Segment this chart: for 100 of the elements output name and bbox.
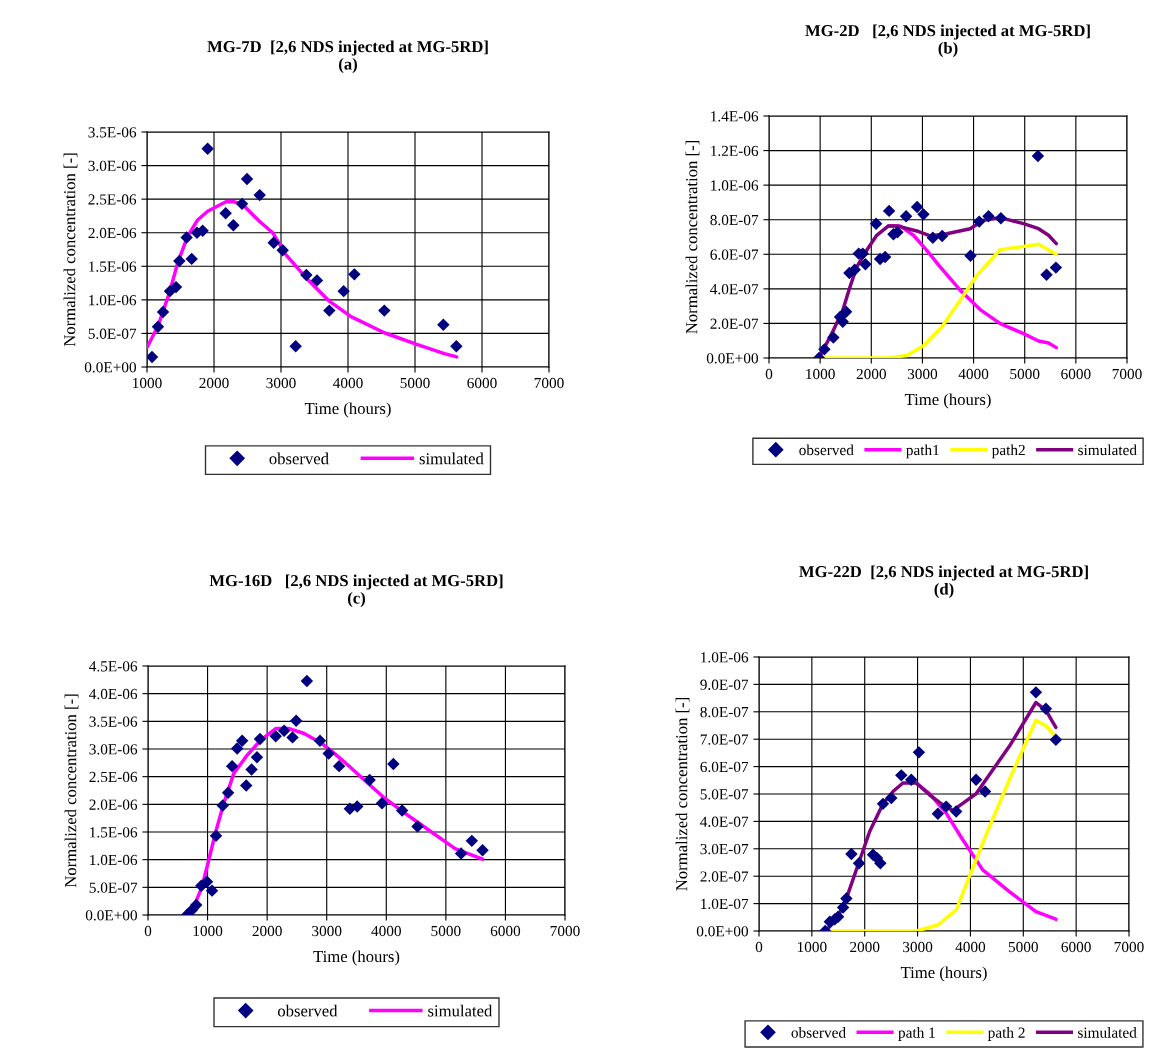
x-tick-label: 2000 [252, 925, 282, 937]
point [378, 304, 391, 317]
chart-title: MG-22D [2,6 NDS injected at MG-5RD] [799, 565, 1088, 581]
point [982, 210, 995, 223]
point [205, 884, 219, 897]
y-tick-label: 1.5E-06 [90, 827, 138, 838]
point [235, 734, 249, 747]
legend-label: observed [269, 452, 329, 465]
point [969, 773, 983, 786]
point [411, 820, 424, 833]
y-tick-label: 4.0E-06 [89, 688, 138, 700]
legend-label: simulated [1078, 444, 1137, 456]
point [882, 204, 896, 218]
point [227, 219, 240, 232]
point [313, 734, 327, 747]
x-tick-label: 5000 [400, 377, 430, 389]
x-tick-label: 7000 [534, 377, 564, 389]
point [818, 343, 831, 356]
point [994, 212, 1008, 225]
y-tick-label: 2.0E-07 [700, 871, 749, 882]
legend-label: observed [791, 1027, 846, 1038]
point [899, 210, 913, 223]
point [1049, 733, 1063, 746]
y-tick-label: 3.0E-06 [88, 160, 137, 172]
point [935, 229, 949, 243]
x-tick-label: 4000 [958, 368, 989, 380]
y-axis-title: Normalized concentration [-] [64, 694, 79, 888]
y-tick-label: 1.5E-06 [89, 261, 137, 272]
y-tick-label: 4.0E-07 [700, 816, 749, 827]
x-axis-title: Time (hours) [304, 402, 391, 418]
y-tick-label: 1.0E-06 [90, 854, 138, 866]
x-tick-label: 3000 [907, 368, 938, 380]
point [219, 207, 232, 220]
y-tick-label: 2.0E-06 [89, 799, 138, 810]
chart-subtitle: (a) [339, 57, 357, 74]
point [363, 773, 376, 787]
x-tick-label: 6000 [490, 925, 521, 937]
legend-label: path 1 [898, 1027, 935, 1041]
point [931, 807, 945, 820]
point [156, 305, 170, 319]
y-tick-label: 3.0E-06 [89, 744, 138, 755]
point [895, 769, 908, 782]
point [169, 280, 183, 294]
chart-title: MG-7D [2,6 NDS injected at MG-5RD] [207, 40, 488, 56]
point [845, 847, 858, 861]
y-tick-label: 5.0E-07 [88, 328, 137, 339]
point [289, 714, 303, 727]
x-tick-label: 5000 [1010, 368, 1040, 380]
x-tick-label: 0 [755, 941, 763, 953]
x-tick-label: 2000 [199, 377, 229, 389]
x-tick-label: 0 [765, 368, 773, 380]
point [300, 268, 313, 282]
y-tick-label: 1.0E-06 [711, 180, 759, 191]
point [151, 320, 165, 333]
point [253, 732, 267, 746]
point [839, 305, 853, 318]
x-tick-label: 1000 [133, 377, 162, 389]
point [240, 779, 253, 792]
y-tick-label: 6.0E-07 [710, 249, 759, 260]
point [322, 747, 335, 760]
y-tick-label: 9.0E-07 [700, 679, 749, 690]
x-tick-label: 4000 [955, 941, 986, 953]
y-tick-label: 2.5E-06 [88, 194, 137, 205]
y-tick-label: 3.0E-07 [700, 843, 749, 855]
point [201, 142, 214, 155]
point [225, 759, 239, 773]
y-tick-label: 0.0E+00 [706, 353, 758, 364]
point [289, 339, 302, 353]
y-tick-label: 3.5E-06 [89, 716, 138, 727]
y-tick-label: 4.0E-07 [710, 284, 759, 295]
point [235, 197, 249, 211]
x-axis-title: Time (hours) [900, 966, 987, 982]
point [395, 804, 409, 817]
point [1049, 261, 1063, 274]
point [912, 746, 926, 759]
y-tick-label: 5.0E-07 [700, 789, 749, 800]
point [332, 759, 346, 773]
y-tick-label: 3.5E-06 [88, 127, 137, 138]
point [147, 350, 159, 364]
point [437, 318, 450, 331]
y-tick-label: 1.0E-07 [701, 898, 749, 910]
point [910, 200, 924, 214]
point [905, 773, 918, 786]
point [876, 797, 890, 811]
x-tick-label: 6000 [1061, 941, 1091, 953]
y-tick-label: 0.0E+00 [85, 910, 137, 921]
chart-subtitle: (d) [934, 582, 954, 599]
legend-label: path 2 [987, 1027, 1025, 1041]
point [310, 274, 324, 287]
x-tick-label: 1000 [806, 368, 835, 380]
point [1040, 268, 1053, 281]
point [269, 730, 282, 743]
x-tick-label: 5000 [1008, 941, 1038, 953]
y-tick-label: 6.0E-07 [700, 761, 749, 773]
x-tick-label: 1000 [797, 941, 827, 953]
y-tick-label: 1.0E-06 [89, 295, 137, 306]
point [1029, 686, 1043, 699]
x-tick-label: 2000 [856, 368, 886, 380]
y-tick-label: 1.4E-06 [711, 111, 759, 122]
y-tick-label: 2.0E-06 [88, 227, 137, 239]
